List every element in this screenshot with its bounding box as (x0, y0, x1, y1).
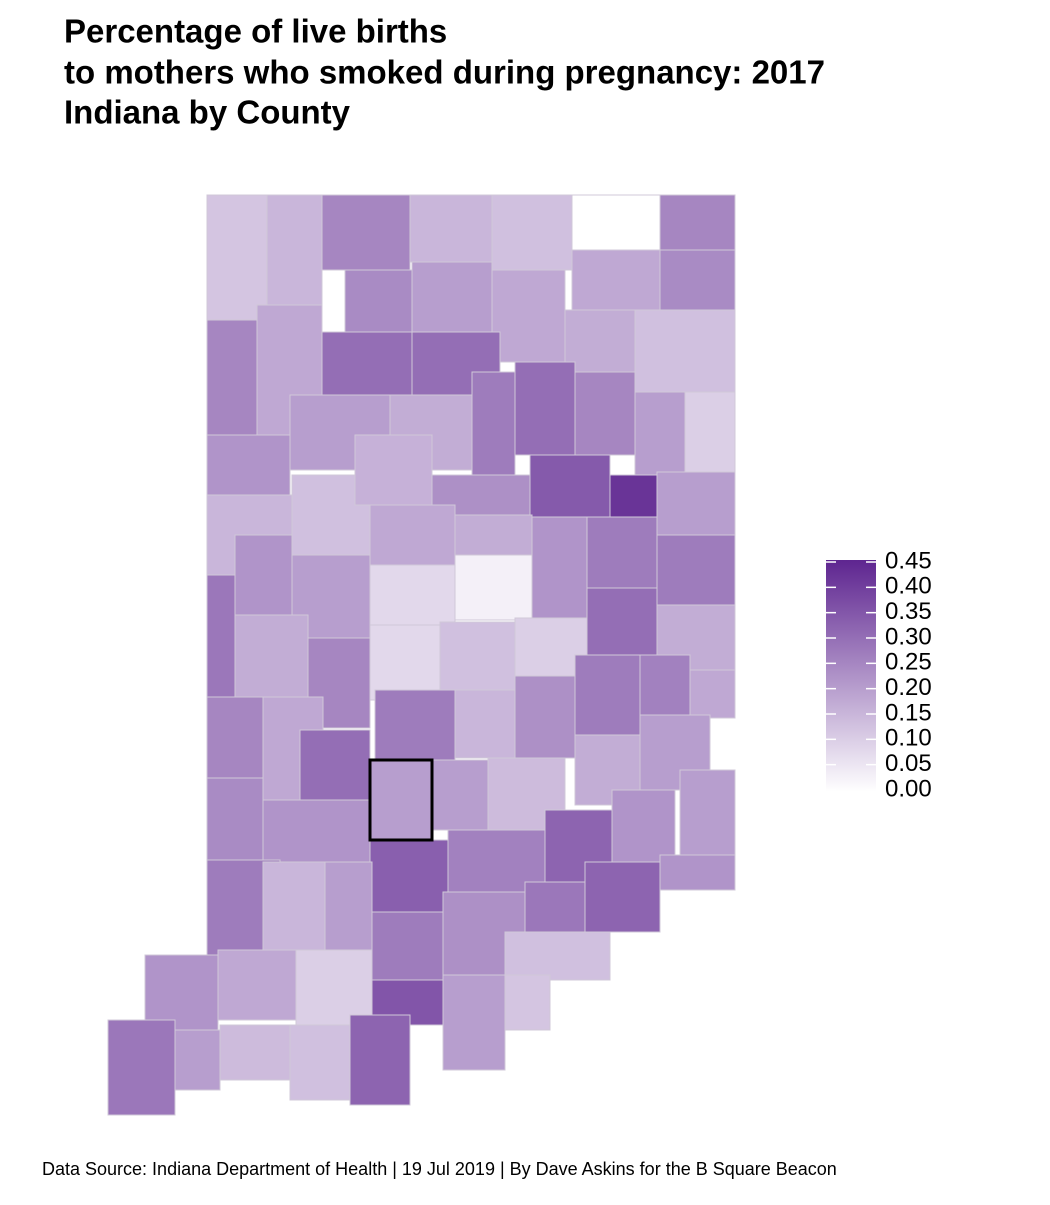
legend-label: 0.10 (885, 725, 932, 752)
county (174, 1029, 221, 1091)
highlight-border (368, 758, 434, 842)
county (299, 729, 371, 801)
county (344, 269, 413, 333)
county (262, 799, 371, 863)
county (679, 769, 736, 856)
county (411, 261, 493, 333)
county (634, 391, 686, 476)
legend-label: 0.45 (885, 547, 932, 574)
county (289, 1024, 351, 1101)
county (439, 621, 516, 691)
legend-label: 0.35 (885, 598, 932, 625)
county (371, 911, 444, 981)
county (369, 759, 433, 841)
legend-label: 0.00 (885, 775, 932, 802)
county (234, 614, 309, 698)
county (431, 759, 489, 831)
caption: Data Source: Indiana Department of Healt… (42, 1159, 837, 1179)
legend-label: 0.40 (885, 573, 932, 600)
county (524, 881, 586, 936)
county (571, 194, 661, 251)
county (586, 516, 658, 589)
county (586, 587, 658, 656)
county (684, 391, 736, 473)
legend-label: 0.30 (885, 623, 932, 650)
county (206, 696, 271, 779)
county (531, 516, 588, 619)
legend-label: 0.25 (885, 649, 932, 676)
county (369, 504, 456, 566)
county (471, 371, 516, 476)
county (144, 954, 219, 1031)
title: to mothers who smoked during pregnancy: … (64, 54, 825, 91)
county (321, 194, 411, 271)
county (491, 269, 566, 363)
county (295, 949, 373, 1026)
title: Percentage of live births (64, 13, 447, 50)
county (206, 434, 291, 496)
county (491, 194, 573, 271)
county (574, 654, 641, 736)
county (206, 319, 258, 436)
county (611, 789, 676, 863)
county (369, 624, 441, 701)
county (656, 471, 736, 536)
county (656, 534, 736, 606)
legend-label: 0.15 (885, 699, 932, 726)
county (369, 564, 456, 626)
county (659, 194, 736, 251)
county (234, 534, 293, 616)
county (514, 675, 576, 759)
county (107, 1019, 176, 1116)
county (689, 669, 736, 719)
county (454, 554, 533, 621)
county (454, 514, 533, 556)
county (349, 1014, 411, 1106)
county (571, 249, 661, 311)
legend-bar (826, 560, 876, 792)
county (206, 574, 236, 701)
county (324, 861, 373, 951)
county (442, 974, 506, 1071)
title: Indiana by County (64, 94, 351, 131)
county (659, 854, 736, 891)
county (374, 689, 456, 761)
county (454, 689, 516, 759)
county (564, 309, 636, 373)
legend-label: 0.05 (885, 750, 932, 777)
county (321, 331, 413, 396)
county (584, 861, 661, 933)
counties (107, 194, 736, 1116)
county (354, 434, 433, 506)
county (219, 1024, 301, 1081)
county (217, 949, 297, 1021)
county (206, 777, 264, 861)
county (504, 931, 611, 981)
county (266, 194, 323, 321)
county (634, 309, 736, 393)
legend: 0.000.050.100.150.200.250.300.350.400.45 (826, 547, 932, 802)
county (409, 194, 493, 263)
county (659, 249, 736, 311)
county (369, 839, 449, 913)
county (514, 361, 576, 456)
county (574, 371, 636, 456)
legend-label: 0.20 (885, 674, 932, 701)
county (529, 454, 611, 518)
county (262, 861, 326, 951)
county (609, 474, 658, 518)
county (639, 654, 691, 716)
